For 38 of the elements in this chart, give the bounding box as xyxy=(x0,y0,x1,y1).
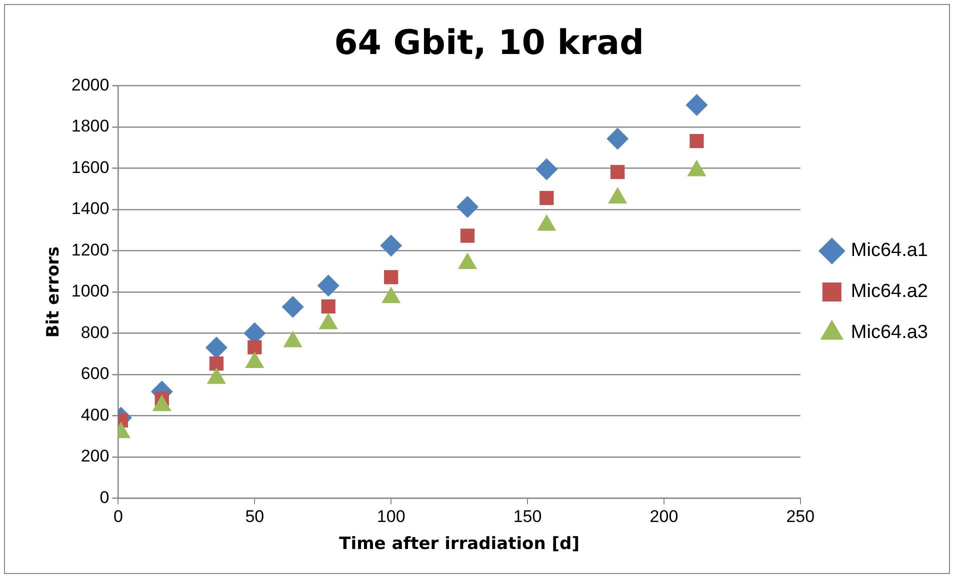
point xyxy=(456,196,478,218)
point xyxy=(384,270,398,284)
point xyxy=(321,299,336,314)
point xyxy=(610,164,625,180)
point xyxy=(248,340,262,354)
point xyxy=(460,228,475,243)
y-tick-label: 1400 xyxy=(71,199,110,218)
chart-title: 64 Gbit, 10 krad xyxy=(334,23,644,64)
point xyxy=(606,128,629,150)
point xyxy=(380,234,402,257)
y-tick-label: 0 xyxy=(100,488,110,507)
point xyxy=(686,94,708,116)
x-tick-label: 200 xyxy=(650,507,678,526)
legend-label: Mic64.a2 xyxy=(850,281,928,302)
y-tick-label: 200 xyxy=(80,446,110,466)
x-axis-title: Time after irradiation [d] xyxy=(339,534,580,554)
legend-label: Mic64.a1 xyxy=(850,240,928,262)
point xyxy=(317,274,340,297)
x-tick-label: 0 xyxy=(113,507,123,526)
point xyxy=(540,190,554,206)
y-tick-label: 1000 xyxy=(71,282,110,301)
x-tick-label: 150 xyxy=(513,507,542,526)
y-tick-label: 600 xyxy=(80,364,110,384)
point xyxy=(536,158,558,180)
point xyxy=(690,134,704,148)
y-tick-label: 400 xyxy=(80,405,110,424)
y-axis-title: Bit errors xyxy=(44,246,64,338)
x-tick-label: 50 xyxy=(245,507,264,526)
y-tick-label: 800 xyxy=(80,322,110,342)
y-tick-label: 1200 xyxy=(71,240,110,260)
y-tick-label: 2000 xyxy=(71,75,110,94)
x-tick-label: 100 xyxy=(376,507,406,526)
y-tick-label: 1800 xyxy=(71,116,110,136)
point xyxy=(209,356,224,371)
y-tick-label: 1600 xyxy=(71,158,110,177)
point xyxy=(282,296,304,318)
legend-label: Mic64.a3 xyxy=(850,322,928,344)
x-tick-label: 250 xyxy=(786,507,815,526)
